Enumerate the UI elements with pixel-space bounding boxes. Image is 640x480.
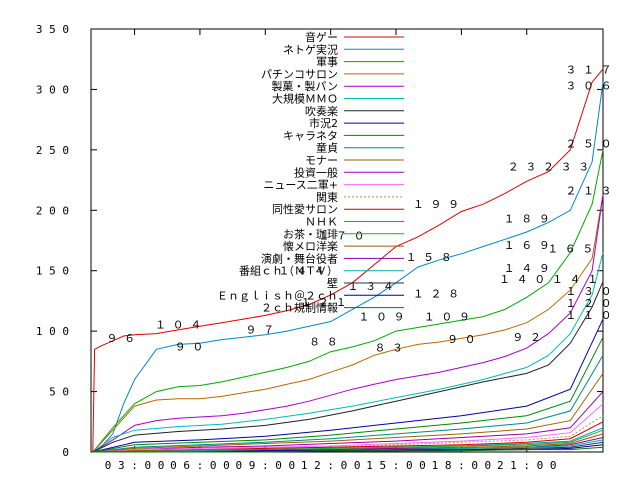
data-label: １ ５ ８ <box>406 251 452 264</box>
y-tick-label: 5 0 <box>49 386 69 399</box>
plot-frame <box>90 28 604 453</box>
legend-label: モナー <box>305 154 338 167</box>
legend-label: 懐メロ洋楽 <box>283 239 338 253</box>
data-label: １ ２ ０ <box>565 297 611 310</box>
data-label: １ ７ ０ <box>318 229 364 242</box>
y-tick-label: 0 <box>62 446 69 459</box>
series-line-7 <box>92 318 604 453</box>
y-tick-label: 2 0 0 <box>36 204 69 217</box>
legend-label: 演劇・舞台役者 <box>261 251 338 265</box>
legend: 音ゲーネトゲ実況軍事パチンコサロン製菓・製パン大規模ＭＭＯ吹奏楽市況2キャラネタ… <box>217 30 404 315</box>
chart-axes: 0 5 0 1 0 0 1 5 0 2 0 0 2 5 0 3 0 0 3 5 0 0 3 : … <box>36 23 604 472</box>
data-label: ９ ０ <box>175 340 204 353</box>
legend-label: キャラネタ <box>283 129 338 142</box>
legend-label: 投資一般 <box>294 165 338 179</box>
x-tick-label: 1 8 : 0 0 <box>432 459 492 472</box>
annotation-layer: ９ ６ １ ０ ４ ９ ０ ９ ７ １ ７ ０ １ ９ ９ ２ ３ ２ ３ ３ ３ １ ７ ３ … <box>106 64 611 355</box>
x-tick-label: 1 2 : 0 0 <box>301 459 361 472</box>
data-label: ９ ２ <box>512 331 541 344</box>
legend-label: 番組ｃｈ（ＮＴＶ） <box>239 265 338 278</box>
series-line-0 <box>92 68 604 453</box>
y-tick-label: 2 5 0 <box>36 144 69 157</box>
data-label: １ ９ ９ <box>413 198 459 211</box>
legend-label: ネトゲ実況 <box>283 42 338 56</box>
data-label: ３ ０ ６ <box>565 79 611 92</box>
data-label: ２ ５ ０ <box>565 137 611 150</box>
y-tick-label: 1 0 0 <box>36 325 69 338</box>
data-label: １ ０ ４ <box>155 319 201 332</box>
legend-label: 同性愛サロン <box>272 202 338 216</box>
data-label: １ ４ ４ <box>278 264 324 277</box>
series-line-1 <box>92 82 604 453</box>
legend-label: 童貞 <box>316 141 338 155</box>
data-label: １ ０ ９ <box>358 310 404 323</box>
series-line-9 <box>92 355 604 453</box>
legend-label: 市況2 <box>309 116 338 130</box>
legend-label: パチンコサロン <box>261 68 338 81</box>
data-label: １ ４ ９ <box>504 262 550 275</box>
data-label: ２ １ ３ <box>565 185 611 198</box>
data-label: １ ２ ８ <box>413 287 459 300</box>
legend-label: ＮＨＫ <box>305 216 338 229</box>
data-label: ３ １ ７ <box>565 64 611 77</box>
series-line-2 <box>92 149 604 453</box>
legend-label: 関東 <box>316 191 338 204</box>
legend-label: 大規模ＭＭＯ <box>272 92 338 106</box>
data-label: １ ３ ０ <box>565 285 611 298</box>
data-label: ９ ６ <box>106 332 135 345</box>
series-line-4 <box>92 194 604 453</box>
legend-label: 壁 <box>327 276 338 290</box>
series-line-5 <box>92 252 604 453</box>
series-line-8 <box>92 336 604 453</box>
y-tick-label: 1 5 0 <box>36 265 69 278</box>
series-line-12 <box>92 403 604 453</box>
data-label: １ ３ ４ <box>347 280 393 293</box>
data-label: １ ０ ９ <box>424 310 470 323</box>
series-line-10 <box>92 373 604 453</box>
x-tick-label: 0 6 : 0 0 <box>170 459 230 472</box>
legend-label: お茶・珈琲 <box>283 227 338 241</box>
data-label: １ ４ ０ １ ４ １ <box>499 273 598 286</box>
legend-label: Ｅｎｇｌｉｓｈ＠２ｃｈ <box>217 289 338 302</box>
legend-label: ２ｃｈ規制情報 <box>261 301 338 315</box>
data-label: ８ ３ <box>374 342 403 355</box>
legend-label: 製菓・製パン <box>271 79 338 93</box>
series-line-22 <box>92 446 604 453</box>
legend-label: ニュース二軍+ <box>263 179 338 192</box>
legend-label: 軍事 <box>316 56 338 69</box>
data-label: ９ ０ <box>447 333 476 346</box>
data-label: ９ ７ <box>246 324 275 337</box>
data-label: １ ６ ５ <box>547 243 593 256</box>
data-label: ８ ８ <box>309 336 338 349</box>
legend-label: 吹奏楽 <box>305 105 338 118</box>
data-label: １ １ ０ <box>565 309 611 322</box>
series-line-11 <box>92 391 604 453</box>
data-label: ２ ３ ２ ３ ３ <box>508 160 590 173</box>
x-tick-label: 1 5 : 0 0 <box>366 459 426 472</box>
series-line-6 <box>92 281 604 453</box>
series-layer <box>92 68 604 453</box>
data-label: １ ８ ９ <box>504 212 550 225</box>
y-tick-label: 3 5 0 <box>36 23 69 36</box>
y-tick-label: 3 0 0 <box>36 83 69 96</box>
x-tick-label: 0 3 : 0 0 <box>105 459 165 472</box>
legend-label: 音ゲー <box>305 30 338 44</box>
x-tick-label: 2 1 : 0 0 <box>497 459 557 472</box>
x-tick-label: 0 9 : 0 0 <box>235 459 295 472</box>
data-label: １ ６ ９ <box>504 239 550 252</box>
data-label: １ ２ １ <box>300 296 346 309</box>
series-line-3 <box>92 194 604 453</box>
